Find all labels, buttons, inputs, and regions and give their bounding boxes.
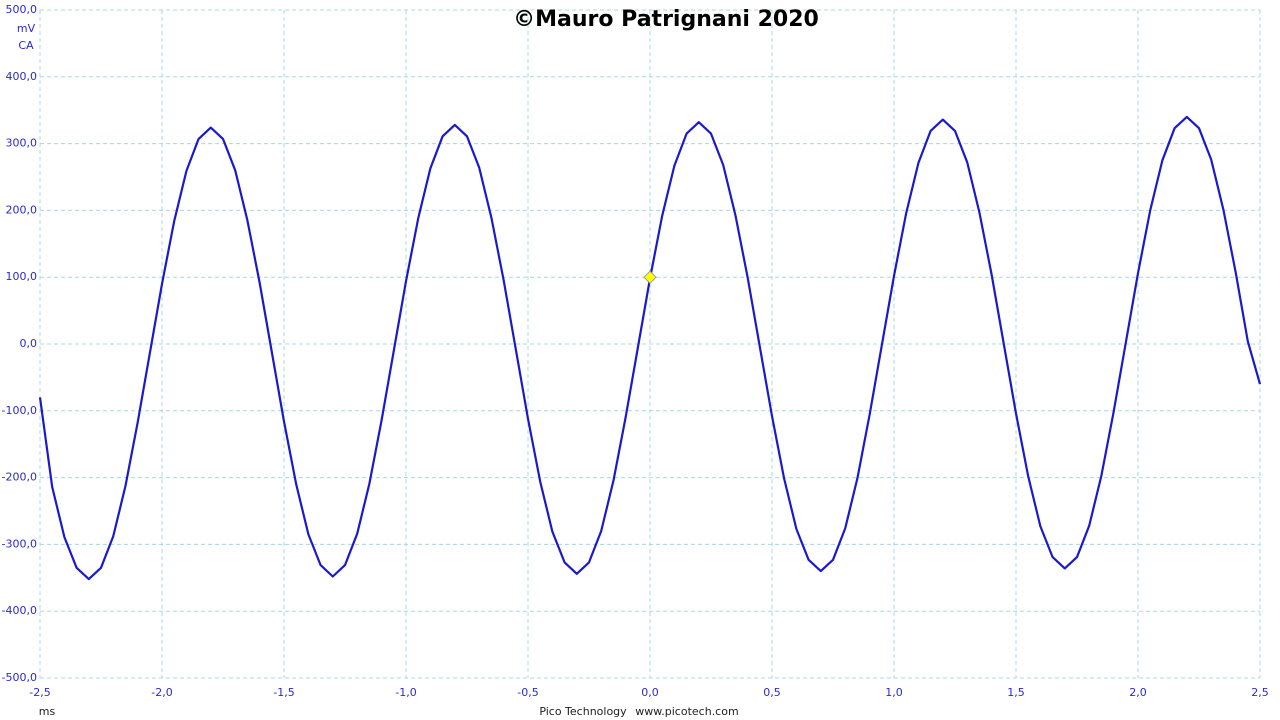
y-tick-label: 500,0 [6, 3, 38, 16]
x-tick-label: -1,5 [273, 686, 294, 699]
y-tick-label: 0,0 [20, 337, 38, 350]
x-tick-label: -0,5 [517, 686, 538, 699]
footer-url: www.picotech.com [635, 705, 738, 718]
x-tick-label: 0,0 [641, 686, 659, 699]
y-tick-label: -400,0 [2, 604, 37, 617]
y-tick-label: -100,0 [2, 404, 37, 417]
x-tick-label: 2,0 [1129, 686, 1147, 699]
y-tick-label: -200,0 [2, 471, 37, 484]
y-tick-label: -300,0 [2, 537, 37, 550]
x-unit: ms [39, 705, 56, 718]
x-tick-label: -2,0 [151, 686, 172, 699]
coupling: CA [18, 39, 34, 52]
x-tick-label: 1,5 [1007, 686, 1025, 699]
footer-brand: Pico Technology [539, 705, 627, 718]
x-tick-label: 0,5 [763, 686, 781, 699]
x-tick-label: -2,5 [29, 686, 50, 699]
y-tick-label: 100,0 [6, 270, 38, 283]
y-tick-label: 400,0 [6, 70, 38, 83]
plot: 500,0 400,0 300,0 200,0 100,0 0,0 -100,0 -200,0… [2, 3, 1269, 699]
x-tick-label: 2,5 [1251, 686, 1269, 699]
y-tick-label: 300,0 [6, 137, 38, 150]
y-unit: mV [17, 22, 36, 35]
x-tick-label: -1,0 [395, 686, 416, 699]
y-tick-label: 200,0 [6, 203, 38, 216]
trigger-marker [643, 270, 657, 284]
x-tick-label: 1,0 [885, 686, 903, 699]
y-tick-label: -500,0 [2, 671, 37, 684]
chart-title: ©Mauro Patrignani 2020 [513, 7, 819, 32]
